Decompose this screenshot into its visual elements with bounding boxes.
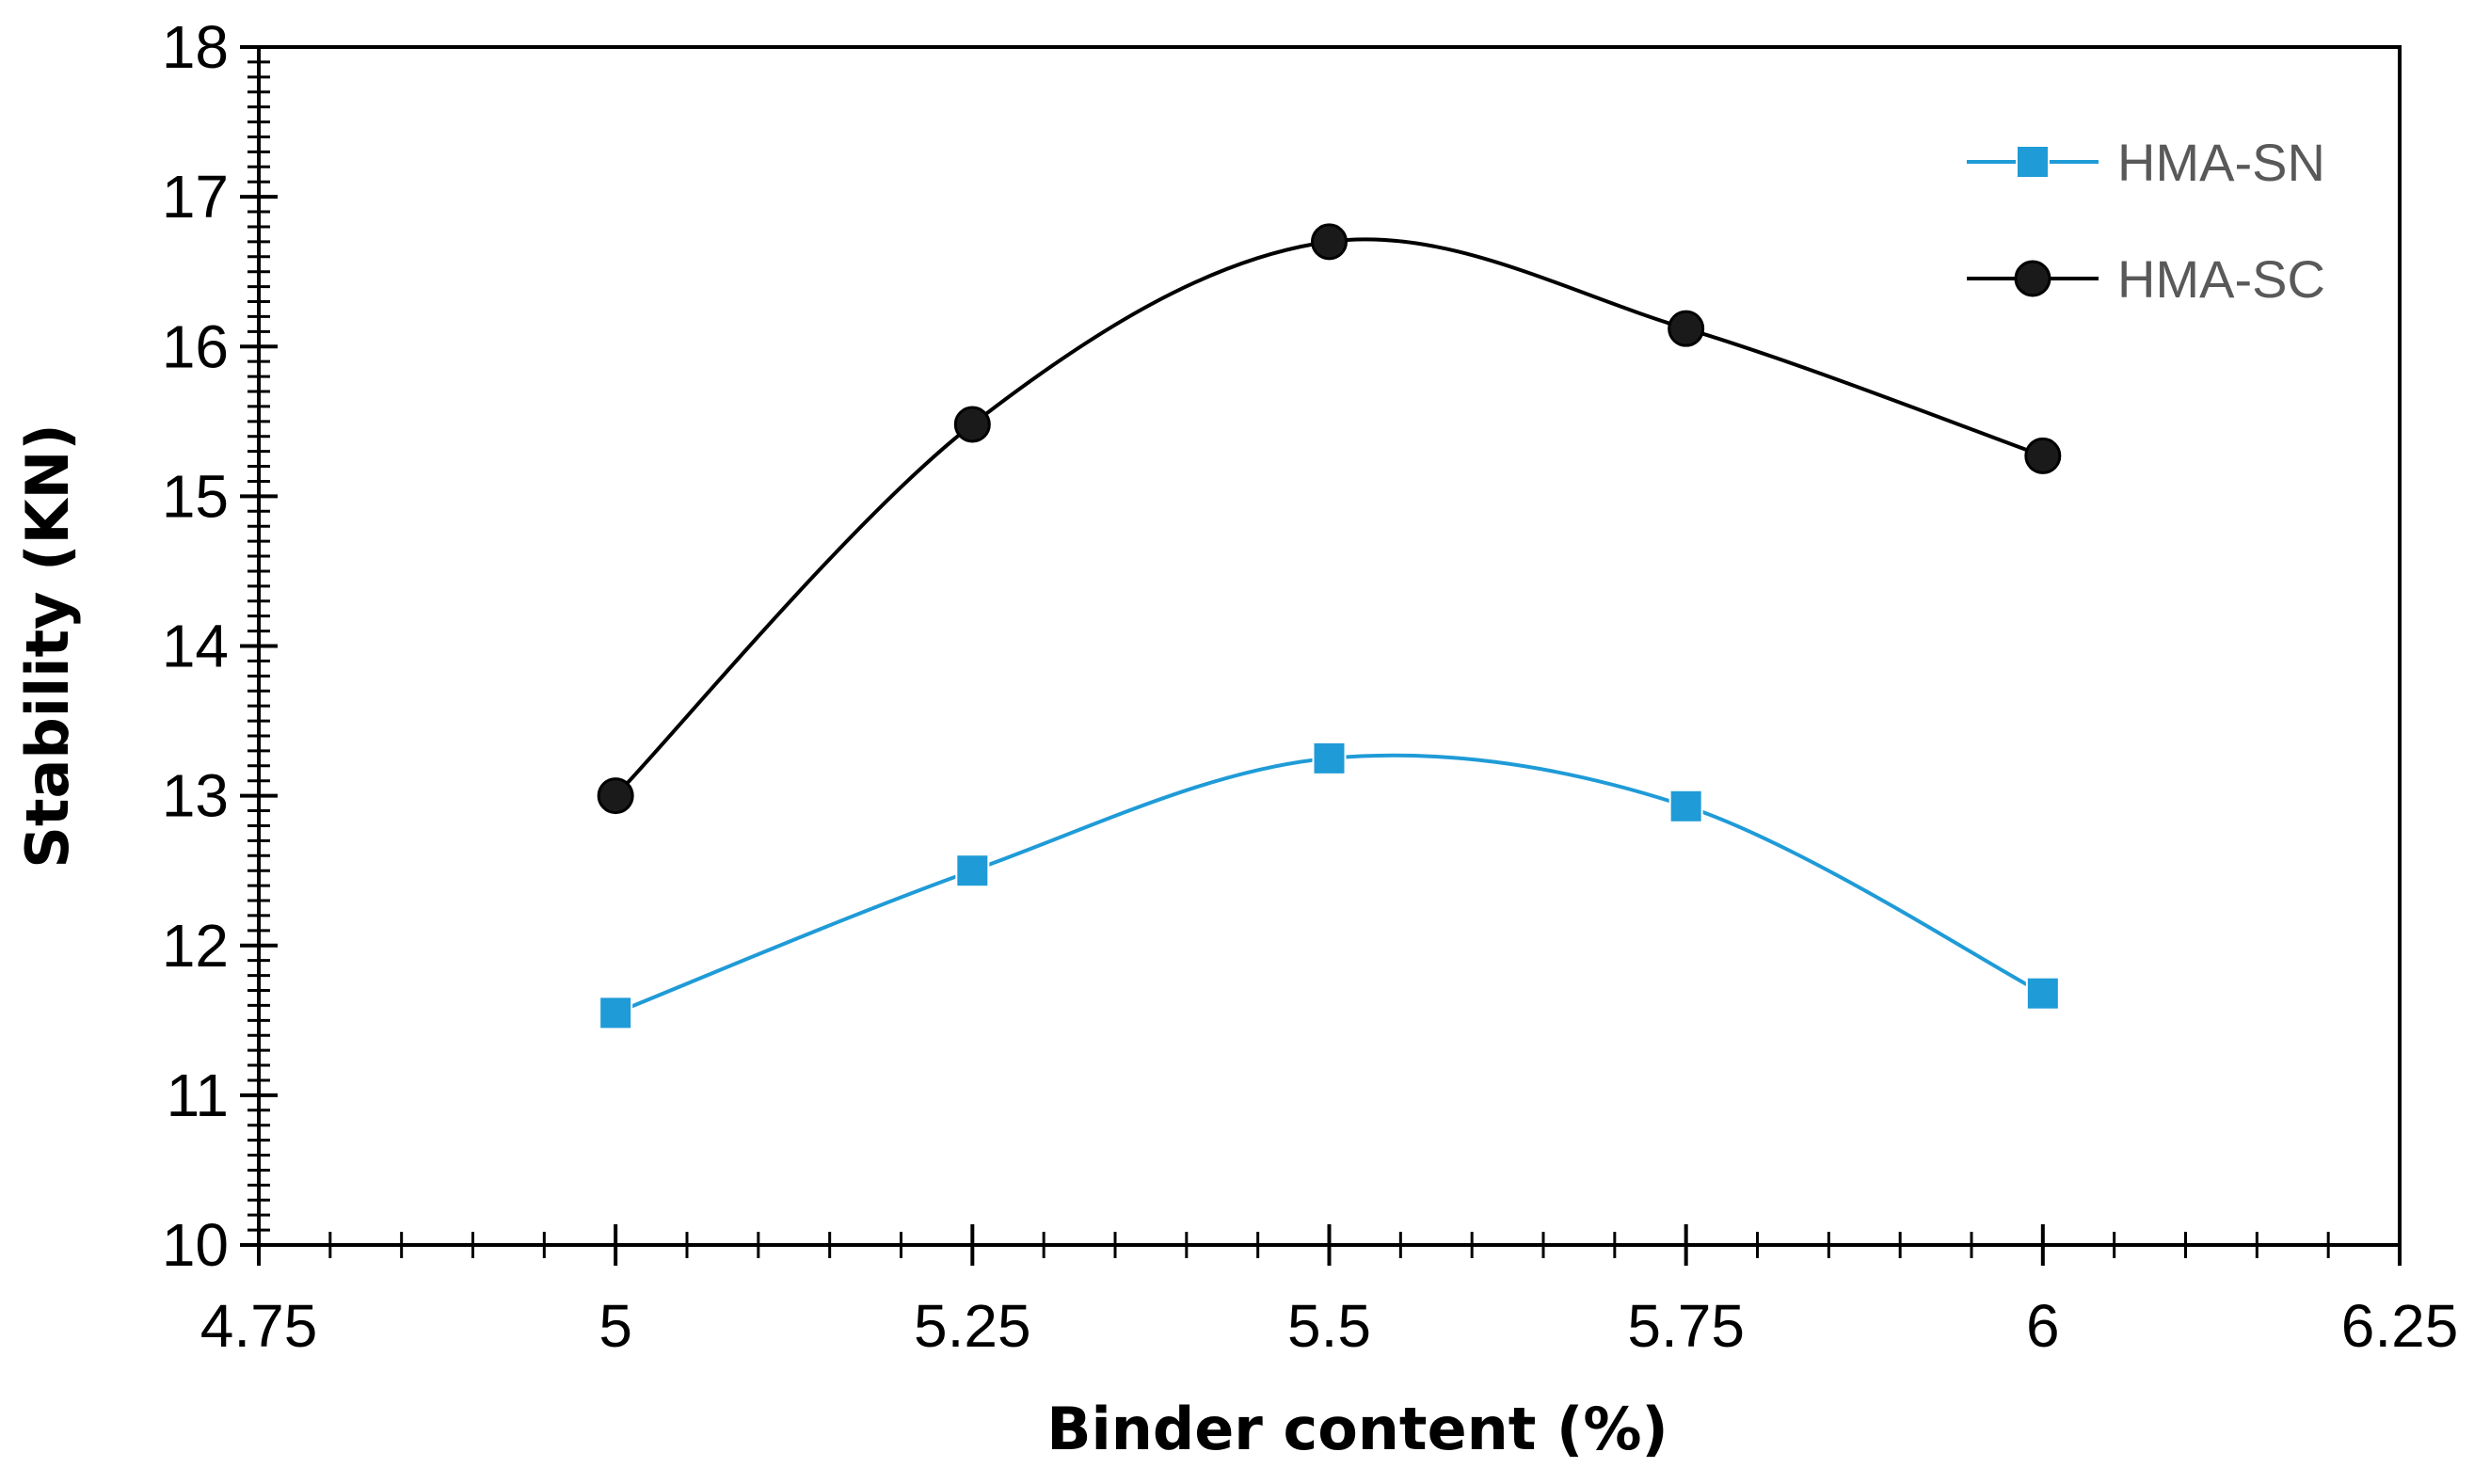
data-point-hma-sn [2025, 976, 2060, 1011]
x-tick-label: 5.25 [914, 1292, 1031, 1360]
x-tick-label: 5.75 [1627, 1292, 1745, 1360]
legend-label-hma-sn: HMA-SN [2117, 133, 2325, 192]
y-tick-label: 18 [162, 13, 229, 81]
y-axis-title: Stability (KN) [13, 423, 82, 869]
x-tick-label: 5.5 [1287, 1292, 1371, 1360]
x-axis-title: Binder content (%) [1046, 1395, 1668, 1463]
series-line-hma-sc [614, 237, 2044, 798]
data-point-hma-sc [2024, 437, 2062, 474]
y-tick-label: 14 [162, 613, 229, 680]
data-point-hma-sn [1312, 741, 1347, 775]
x-tick-label: 5 [599, 1292, 632, 1360]
y-tick-label: 16 [162, 312, 229, 380]
data-point-hma-sc [597, 777, 634, 815]
data-point-hma-sc [953, 406, 991, 443]
legend-marker-hma-sc [2014, 260, 2051, 297]
x-tick-label: 4.75 [200, 1292, 318, 1360]
data-point-hma-sn [1668, 789, 1703, 823]
y-tick-label: 12 [162, 912, 229, 980]
legend-marker-hma-sn [2016, 145, 2050, 179]
y-tick-label: 10 [162, 1211, 229, 1279]
x-tick-label: 6 [2026, 1292, 2060, 1360]
y-tick-label: 15 [162, 462, 229, 530]
data-point-hma-sn [599, 996, 633, 1030]
y-tick-label: 17 [162, 163, 229, 231]
data-point-hma-sc [1311, 223, 1348, 261]
y-tick-label: 11 [167, 1061, 229, 1129]
x-tick-label: 6.25 [2341, 1292, 2459, 1360]
data-point-hma-sc [1668, 310, 1705, 347]
legend-label-hma-sc: HMA-SC [2117, 249, 2325, 309]
data-point-hma-sn [955, 854, 990, 888]
y-tick-label: 13 [162, 762, 229, 830]
series-line-hma-sn [615, 753, 2044, 1015]
